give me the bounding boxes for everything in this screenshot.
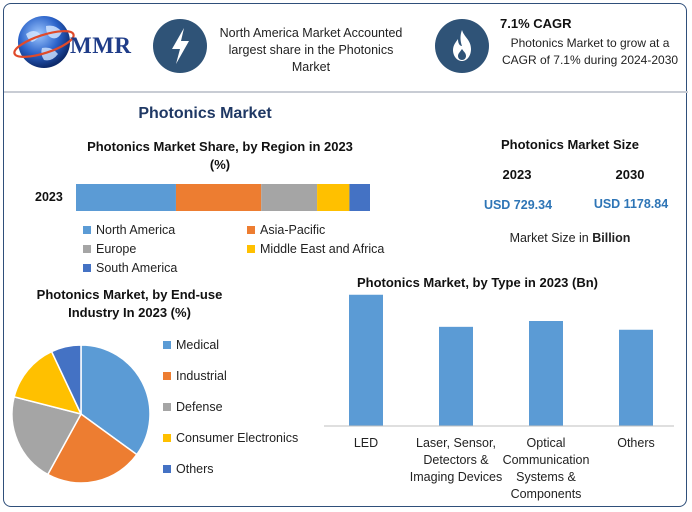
legend-swatch — [247, 245, 255, 253]
region-legend-item-asia-pacific: Asia-Pacific — [247, 223, 325, 237]
enduse-legend-item-consumer-electronics: Consumer Electronics — [163, 431, 298, 445]
market-size-value-2030: USD 1178.84 — [593, 197, 669, 211]
legend-label: Middle East and Africa — [260, 242, 385, 256]
market-size-note-unit: Billion — [592, 231, 631, 245]
type-x-label-line: Components — [510, 487, 582, 501]
region-bar-segment-south-america — [349, 184, 370, 211]
enduse-legend-item-defense: Defense — [163, 400, 223, 414]
market-size-note-prefix: Market Size in — [509, 231, 593, 245]
cagr-title: 7.1% CAGR — [500, 16, 572, 31]
type-x-label-line: Detectors & — [423, 453, 489, 467]
enduse-chart-title: Photonics Market, by End-use Industry In… — [22, 286, 237, 322]
region-bar-segment-middle-east-and-africa — [317, 184, 350, 211]
type-x-label-line: Communication — [502, 453, 590, 467]
type-chart-title: Photonics Market, by Type in 2023 (Bn) — [356, 275, 599, 290]
market-size-year-2023: 2023 — [502, 167, 532, 182]
region-bar-segment-north-america — [76, 184, 176, 211]
legend-label: Defense — [176, 400, 223, 414]
legend-label: Europe — [96, 242, 137, 256]
market-size-value-2023: USD 729.34 — [483, 198, 553, 212]
legend-label: Medical — [176, 338, 220, 352]
legend-swatch — [163, 403, 171, 411]
region-legend-item-south-america: South America — [83, 261, 177, 275]
type-x-label-line: Imaging Devices — [409, 470, 503, 484]
region-chart-title-line2: (%) — [209, 157, 231, 172]
legend-label: North America — [96, 223, 176, 237]
type-x-label-line: LED — [353, 436, 379, 450]
page-title: Photonics Market — [138, 105, 272, 122]
enduse-legend-item-others: Others — [163, 462, 214, 476]
legend-label: Asia-Pacific — [260, 223, 326, 237]
region-legend-item-europe: Europe — [83, 242, 136, 256]
pie-slice-industrial — [46, 412, 138, 484]
banner-text-north-america: North America Market Accounted largest s… — [219, 26, 403, 74]
legend-swatch — [163, 341, 171, 349]
type-x-label-optical-communication-systems-components: Optical Communication Systems & Components — [491, 435, 601, 503]
lightning-icon — [172, 28, 189, 64]
enduse-legend-item-medical: Medical — [163, 338, 219, 352]
enduse-chart-title-line2: Industry In 2023 (%) — [68, 305, 191, 320]
type-bar-led — [349, 294, 383, 426]
market-size-title: Photonics Market Size — [501, 137, 639, 152]
legend-label: Others — [176, 462, 214, 476]
legend-swatch — [83, 226, 91, 234]
type-bar-laser-sensor-detectors-imaging-devices — [439, 326, 473, 426]
cagr-text: Photonics Market to grow at a CAGR of 7.… — [501, 36, 679, 67]
type-bar-optical-communication-systems-components — [529, 321, 563, 426]
type-x-label-line: Optical — [526, 436, 566, 450]
brand-logo-text: MMR — [70, 33, 132, 58]
type-x-label-line: Others — [617, 436, 655, 450]
type-x-label-line: Laser, Sensor, — [416, 436, 496, 450]
region-bar-segment-asia-pacific — [175, 184, 262, 211]
region-bar-category-label: 2023 — [35, 190, 63, 204]
banner-icon-circle-2 — [435, 19, 489, 73]
legend-swatch — [163, 372, 171, 380]
region-bar-segment-europe — [261, 184, 318, 211]
type-x-label-laser-sensor-detectors-imaging-devices: Laser, Sensor, Detectors & Imaging Devices — [401, 435, 511, 486]
legend-swatch — [163, 465, 171, 473]
legend-swatch — [247, 226, 255, 234]
region-legend-item-north-america: North America — [83, 223, 175, 237]
legend-label: Industrial — [176, 369, 227, 383]
region-legend-item-middle-east-and-africa: Middle East and Africa — [247, 242, 384, 256]
legend-swatch — [83, 245, 91, 253]
enduse-legend-item-industrial: Industrial — [163, 369, 227, 383]
legend-label: South America — [96, 261, 178, 275]
pie-slice-medical — [80, 344, 151, 456]
legend-swatch — [163, 434, 171, 442]
region-chart-title-line1: Photonics Market Share, by Region in 202… — [87, 139, 353, 154]
pie-slice-others — [50, 344, 82, 415]
pie-slice-defense — [11, 395, 83, 476]
enduse-chart-title-line1: Photonics Market, by End-use — [36, 287, 223, 302]
banner-icon-circle-1 — [153, 19, 207, 73]
market-size-year-2030: 2030 — [615, 167, 645, 182]
legend-swatch — [83, 264, 91, 272]
banner-divider — [4, 91, 688, 93]
type-x-label-line: Systems & — [516, 470, 576, 484]
region-chart-title: Photonics Market Share, by Region in 202… — [70, 138, 370, 174]
type-x-label-others: Others — [581, 435, 691, 452]
legend-label: Consumer Electronics — [176, 431, 299, 445]
pie-slice-consumer-electronics — [13, 350, 83, 416]
type-bar-others — [619, 329, 653, 426]
flame-icon — [453, 30, 471, 61]
globe-logo-icon — [13, 16, 75, 68]
type-x-label-led: LED — [311, 435, 421, 452]
market-size-note: Market Size in Billion — [480, 231, 660, 245]
